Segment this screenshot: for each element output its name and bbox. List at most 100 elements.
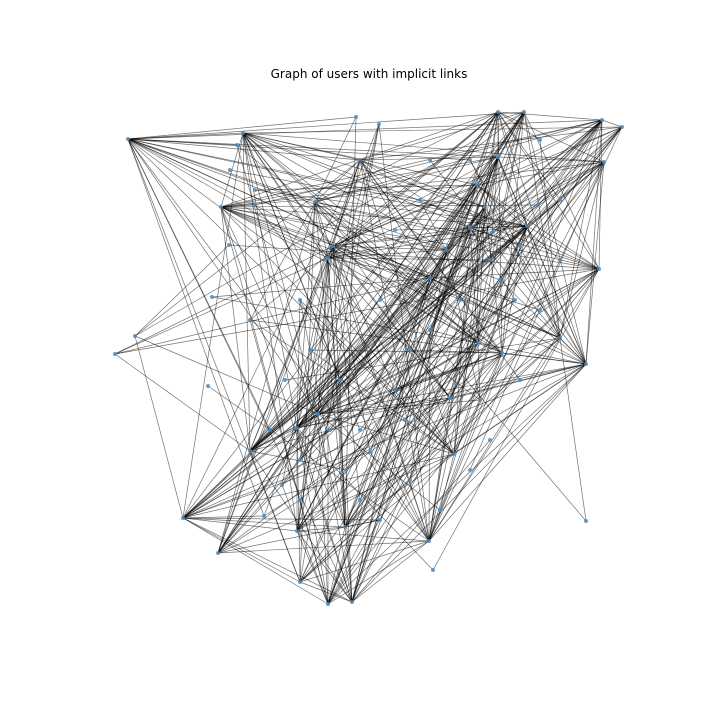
graph-edge (134, 159, 361, 337)
graph-edge (497, 111, 541, 141)
graph-node (600, 118, 604, 122)
graph-edge (114, 268, 600, 355)
nodes-layer (113, 110, 624, 606)
graph-edge (249, 111, 499, 452)
graph-edge (332, 184, 478, 247)
graph-edge (351, 439, 491, 603)
graph-edge (127, 138, 319, 415)
graph-node (298, 298, 302, 302)
graph-edge (359, 111, 525, 161)
graph-edge (217, 450, 251, 554)
graph-node (227, 243, 231, 247)
graph-edge (469, 227, 516, 301)
graph-edge (344, 337, 561, 528)
graph-edge (317, 413, 441, 511)
graph-edge (539, 139, 561, 339)
graph-node (478, 398, 482, 402)
graph-edge (242, 132, 486, 208)
graph-edge (428, 399, 481, 542)
graph-edge (445, 249, 587, 365)
graph-node (358, 158, 362, 162)
graph-node (268, 428, 272, 432)
graph-edge (327, 257, 491, 261)
graph-edge (296, 363, 587, 532)
graph-edge (299, 299, 430, 542)
graph-edge (236, 144, 346, 528)
graph-node (452, 452, 456, 456)
graph-node (458, 298, 462, 302)
graph-node (558, 336, 562, 340)
graph-edge (182, 132, 244, 519)
graph-edge (242, 132, 251, 452)
graph-edge (428, 126, 623, 542)
graph-node (219, 205, 223, 209)
graph-edge (351, 199, 561, 603)
graph-node (326, 256, 330, 260)
graph-edge (439, 453, 455, 511)
graph-edge (369, 227, 471, 453)
graph-edge (428, 397, 451, 542)
graph-edge (526, 225, 587, 365)
graph-node (253, 203, 257, 207)
graph-edge (249, 123, 380, 452)
graph-node (427, 539, 431, 543)
graph-node (133, 334, 137, 338)
graph-node (343, 525, 347, 529)
graph-edge (469, 126, 623, 229)
graph-edge (477, 342, 503, 354)
graph-edge (379, 225, 528, 521)
graph-node (448, 396, 452, 400)
graph-node (295, 529, 299, 533)
graph-node (206, 384, 210, 388)
graph-edge (394, 225, 528, 231)
graph-edge (428, 206, 486, 542)
graph-edge (127, 138, 271, 431)
graph-edge (309, 111, 499, 351)
graph-edge (296, 427, 353, 603)
graph-node (483, 205, 487, 209)
graph-node (408, 348, 412, 352)
graph-edge (182, 277, 431, 519)
graph-edge (127, 138, 501, 281)
graph-node (522, 110, 526, 114)
graph-edge (332, 245, 371, 453)
graph-node (378, 298, 382, 302)
graph-edge (429, 268, 600, 279)
graph-edge (182, 517, 346, 528)
graph-edge (220, 206, 503, 354)
graph-edge (332, 245, 503, 354)
graph-edge (127, 138, 334, 247)
graph-edge (332, 245, 541, 311)
graph-edge (114, 257, 329, 355)
graph-node (235, 143, 239, 147)
graph-node (558, 258, 562, 262)
graph-edge (299, 581, 353, 603)
graph-edge (242, 132, 451, 399)
graph-edge (217, 268, 600, 554)
graph-node (496, 155, 500, 159)
graph-edge (228, 244, 600, 270)
graph-edge (127, 138, 301, 583)
graph-edge (220, 119, 603, 208)
graph-edge (332, 245, 396, 391)
graph-edge (217, 519, 381, 554)
graph-edge (296, 352, 503, 429)
graph-edge (127, 116, 357, 140)
graph-edge (585, 161, 605, 365)
graph-edge (351, 277, 431, 603)
graph-edge (296, 526, 346, 532)
graph-edge (299, 299, 455, 455)
graph-edge (220, 206, 329, 259)
graph-node (368, 450, 372, 454)
graph-edge (134, 335, 319, 415)
graph-edge (314, 201, 521, 246)
graph-edge (299, 342, 479, 501)
graph-edge (428, 329, 431, 542)
graph-edge (428, 268, 600, 542)
graph-edge (242, 132, 503, 354)
graph-edge (182, 427, 298, 519)
graph-edge (217, 225, 528, 554)
graph-node (298, 580, 302, 584)
graph-edge (432, 268, 600, 571)
